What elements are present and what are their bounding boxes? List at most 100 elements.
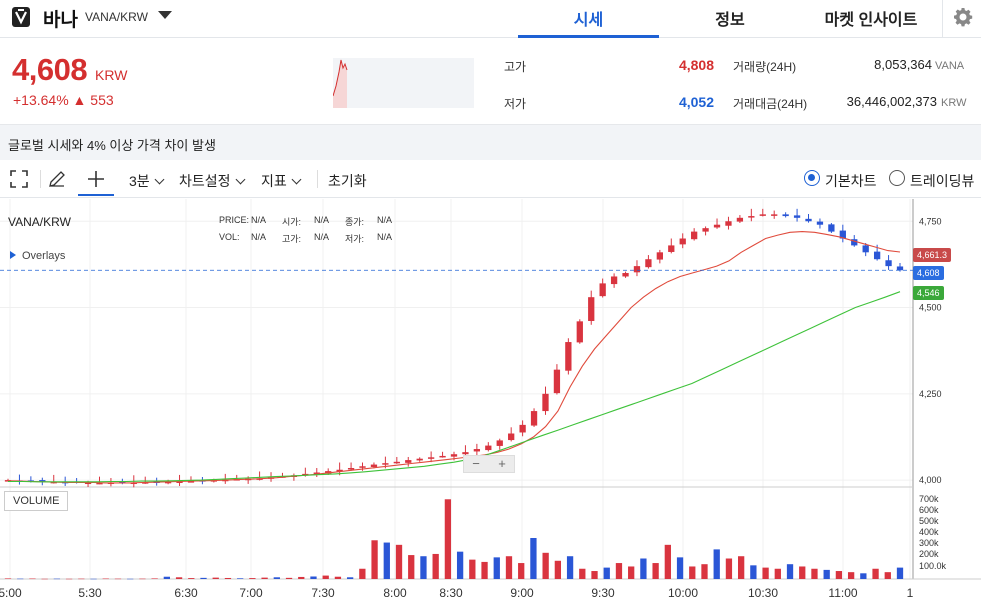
volume-bar (383, 542, 390, 579)
volume-bar (298, 576, 305, 579)
volume-bar (334, 576, 342, 579)
volume-bar (53, 578, 61, 580)
candle-body (588, 297, 595, 321)
candle-body (485, 445, 492, 451)
candle-body (313, 472, 320, 475)
candle-body (645, 259, 652, 268)
y-tick-label: 4,000 (919, 475, 942, 485)
tradingview-label[interactable]: 트레이딩뷰 (910, 173, 975, 189)
candle-body (782, 214, 789, 217)
chart-settings-select[interactable]: 차트설정 (179, 171, 245, 191)
indicators-select[interactable]: 지표 (261, 171, 302, 191)
volume-bar (310, 576, 317, 579)
reset-button[interactable]: 초기화 (328, 173, 367, 189)
volume-bar (114, 578, 122, 580)
y-tick-label: 4,250 (919, 389, 942, 399)
candle-body (164, 481, 172, 484)
interval-select[interactable]: 3분 (129, 171, 165, 191)
ohlc-high-label: 고가: (282, 234, 302, 244)
candle-body (530, 411, 538, 426)
volume-bar (835, 571, 843, 579)
volume-bar (395, 544, 403, 579)
volume-bar (285, 577, 293, 579)
x-tick-label: 6:30 (174, 586, 198, 600)
candle-body (302, 473, 309, 476)
candle-body (656, 252, 663, 260)
volume-bar (65, 578, 73, 580)
ohlc-close-label: 종가: (345, 217, 365, 227)
zoom-in-button[interactable]: + (498, 456, 506, 471)
volume-tick-label: 500k (919, 516, 939, 526)
volume-bar (591, 571, 598, 579)
candle-body (828, 224, 835, 232)
candle-body (187, 481, 195, 483)
volume-bar (29, 578, 36, 580)
coin-select-caret-icon[interactable] (158, 11, 172, 19)
amount-24h-unit: KRW (941, 97, 967, 109)
ma-short-tag: 4,661.3 (913, 248, 952, 262)
basic-chart-radio[interactable] (804, 170, 820, 186)
volume-bar (102, 578, 109, 580)
current-price-tag: 4,608 (913, 266, 944, 280)
candle-body (679, 238, 686, 245)
x-tick-label: 1 (907, 586, 914, 600)
candle-body (668, 245, 675, 252)
top-bar: 바나 VANA/KRW 시세 정보 마켓 인사이트 (0, 0, 981, 38)
candle-body (542, 393, 549, 412)
tab-price[interactable]: 시세 (573, 12, 604, 29)
gear-icon[interactable] (953, 7, 973, 27)
candle-body (862, 245, 869, 253)
zoom-out-button[interactable]: − (472, 456, 480, 471)
volume-bar (701, 564, 708, 579)
crosshair-icon[interactable] (86, 169, 106, 189)
x-tick-label: 10:30 (748, 586, 778, 600)
volume-bar (139, 578, 146, 580)
fullscreen-icon[interactable] (9, 169, 29, 189)
volume-bar (554, 560, 562, 579)
volume-24h-label: 거래량(24H) (733, 60, 797, 74)
volume-bar (408, 555, 415, 579)
volume-bar (456, 551, 464, 579)
candle-body (885, 260, 892, 267)
x-tick-label: 7:30 (311, 586, 335, 600)
volume-bar (175, 577, 183, 579)
volume-bar (615, 563, 623, 579)
volume-bar (322, 575, 329, 579)
candle-body (748, 216, 755, 218)
candle-body (576, 321, 583, 343)
candle-body (450, 454, 458, 457)
candle-body (633, 266, 641, 273)
candle-body (851, 239, 858, 246)
volume-bar (664, 544, 671, 579)
candle-body (816, 221, 824, 225)
candle-body (691, 231, 698, 240)
volume-bar (237, 578, 244, 579)
volume-bar (676, 557, 684, 579)
candle-body (725, 221, 732, 226)
overlays-toggle[interactable]: Overlays (10, 250, 65, 262)
interval-label: 3분 (129, 173, 150, 189)
candle-body (405, 460, 412, 463)
candle-body (565, 342, 572, 371)
candle-body (427, 457, 435, 459)
volume-bar (420, 556, 427, 579)
candle-body (599, 283, 606, 297)
tab-market-insight[interactable]: 마켓 인사이트 (824, 12, 918, 29)
pencil-icon[interactable] (47, 169, 67, 189)
volume-bar (518, 563, 525, 579)
volume-bar (689, 566, 696, 579)
y-tick-label: 4,500 (919, 303, 942, 313)
volume-bar (469, 559, 476, 579)
ohlc-open-label: 시가: (282, 217, 302, 227)
candle-body (359, 466, 366, 468)
tab-info[interactable]: 정보 (715, 12, 745, 29)
x-tick-label: 8:30 (439, 586, 463, 600)
low-value: 4,052 (678, 94, 714, 110)
volume-bar (90, 578, 97, 580)
chart-area[interactable]: 4,000 4,250 4,500 4,750 700k 600k 500k 400k 300k… (0, 199, 981, 612)
candlestick-chart[interactable]: 4,000 4,250 4,500 4,750 700k600k500k400k300k… (0, 199, 981, 612)
amount-24h-label: 거래대금(24H) (733, 97, 808, 111)
volume-bar (884, 572, 891, 579)
tradingview-radio[interactable] (889, 170, 905, 186)
basic-chart-label[interactable]: 기본차트 (825, 173, 877, 189)
